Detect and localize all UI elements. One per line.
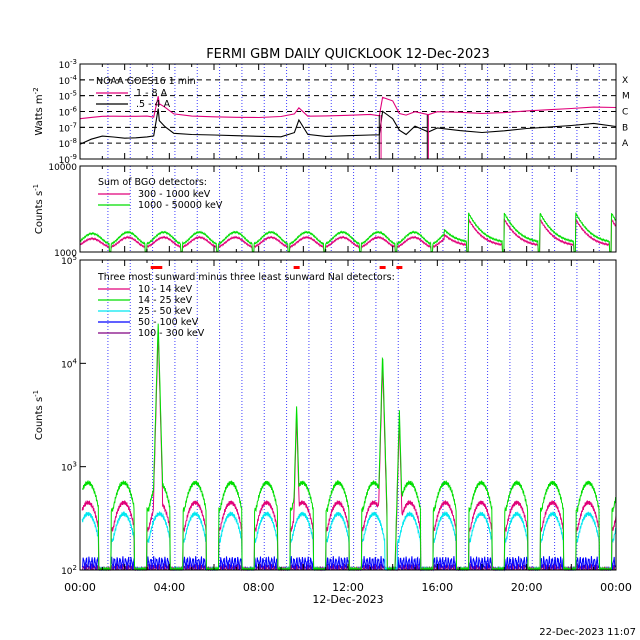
x-tick-label: 00:00 <box>64 581 96 594</box>
y-axis-label-nai: Counts s-1 <box>32 390 45 440</box>
bgo-series-1 <box>79 212 617 253</box>
generation-timestamp: 22-Dec-2023 11:07 <box>539 627 636 638</box>
flare-class-label: C <box>622 108 628 118</box>
flare-class-label: X <box>622 76 628 86</box>
y-tick-label: 10-6 <box>59 106 78 119</box>
flare-marker <box>379 266 386 269</box>
y-tick-label: 104 <box>61 357 77 370</box>
y-tick-label: 10-4 <box>59 74 78 87</box>
y-tick-label: 10-7 <box>59 121 77 134</box>
legend-label-nai-2: 25 - 50 keV <box>138 306 193 317</box>
goes-legend-title: NOAA GOES16 1 min <box>96 76 196 87</box>
legend-label-nai-3: 50 - 100 keV <box>138 317 199 328</box>
legend-label-goes-1: .5 - 4 A <box>136 99 171 110</box>
y-tick-label: 1000 <box>54 249 77 259</box>
x-tick-label: 20:00 <box>511 581 543 594</box>
x-tick-label: 08:00 <box>243 581 275 594</box>
flare-marker <box>156 266 163 269</box>
x-tick-label: 12:00 <box>332 581 364 594</box>
flare-class-label: A <box>622 139 629 149</box>
chart-title: FERMI GBM DAILY QUICKLOOK 12-Dec-2023 <box>206 47 490 62</box>
legend-label-bgo-1: 1000 - 50000 keV <box>138 200 223 211</box>
flare-class-label: B <box>622 123 628 133</box>
flare-class-label: M <box>622 92 630 102</box>
bgo-legend-title: Sum of BGO detectors: <box>98 177 207 188</box>
flare-marker <box>396 266 403 269</box>
goes-series-0 <box>79 96 617 120</box>
x-axis: 12-Dec-2023 00:00 04:00 08:00 12:00 16:00 20:… <box>64 581 632 606</box>
flare-marker <box>293 266 300 269</box>
bgo-frame <box>79 165 617 253</box>
nai-frame <box>79 259 617 571</box>
legend-label-nai-1: 14 - 25 keV <box>138 295 193 306</box>
nai-legend-title: Three most sunward minus three least sun… <box>97 272 395 283</box>
legend-label-nai-4: 100 - 300 keV <box>138 328 205 339</box>
y-axis-label-goes: Watts m-2 <box>32 87 45 135</box>
y-axis-label-bgo: Counts s-1 <box>32 184 45 234</box>
legend-label-nai-0: 10 - 14 keV <box>138 284 193 295</box>
y-tick-label: 103 <box>61 461 77 474</box>
goes-frame <box>79 63 617 160</box>
nai-series-1 <box>81 323 617 572</box>
flare-marker <box>150 266 157 269</box>
y-tick-label: 10-9 <box>59 153 77 166</box>
bgo-panel: 10000 1000 Sum of BGO detectors:300 - 1000… <box>48 163 617 259</box>
legend-label-bgo-0: 300 - 1000 keV <box>138 189 211 200</box>
y-tick-label: 10-3 <box>59 58 77 71</box>
goes-series-1 <box>79 108 617 145</box>
y-tick-label: 105 <box>61 254 77 267</box>
x-axis-date-label: 12-Dec-2023 <box>312 593 383 606</box>
y-tick-label: 10-5 <box>59 90 77 103</box>
y-tick-label: 10-8 <box>59 137 77 150</box>
x-tick-label: 04:00 <box>153 581 185 594</box>
x-tick-label: 00:00 <box>600 581 632 594</box>
y-tick-label: 102 <box>61 564 77 577</box>
bgo-series-0 <box>79 218 617 253</box>
y-tick-label: 10000 <box>48 163 77 173</box>
nai-panel: 105 104 103 102 Three most sunward minus thr… <box>61 254 617 577</box>
x-tick-label: 16:00 <box>421 581 453 594</box>
legend-label-goes-0: 1 - 8 A <box>136 88 168 99</box>
